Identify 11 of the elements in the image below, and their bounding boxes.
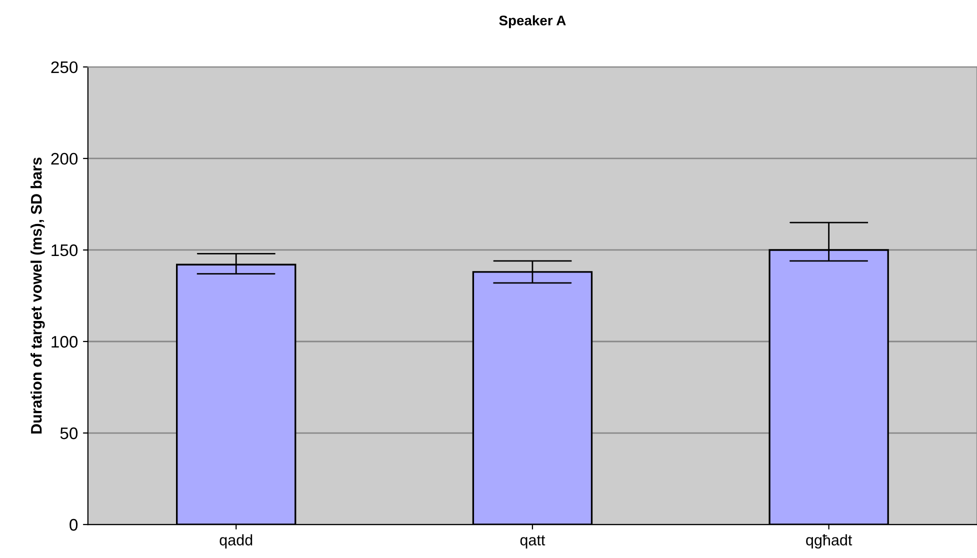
y-tick-label: 50 xyxy=(60,427,78,440)
y-tick-label: 250 xyxy=(51,61,78,74)
y-axis-title: Duration of target vowel (ms), SD bars xyxy=(30,158,45,434)
y-tick-label: 150 xyxy=(52,244,78,256)
x-tick-label: qadd xyxy=(220,534,252,548)
chart-title: Speaker A xyxy=(499,15,566,28)
x-tick-label: qgħadt xyxy=(806,534,852,548)
x-tick-label: qatt xyxy=(520,535,546,548)
y-tick-label: 100 xyxy=(52,336,78,348)
y-tick-label: 200 xyxy=(51,152,78,165)
y-tick-label: 0 xyxy=(70,518,78,531)
